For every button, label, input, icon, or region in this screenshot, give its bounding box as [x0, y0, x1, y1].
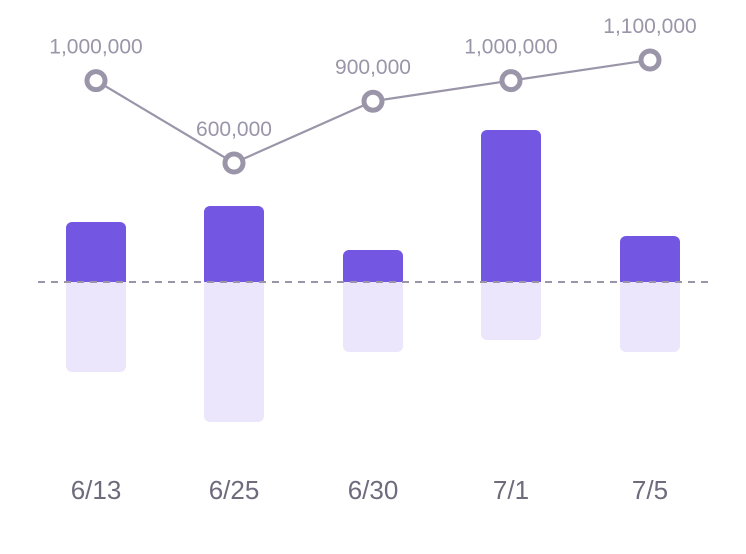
category-label-6/25: 6/25	[209, 475, 260, 505]
bar-negative-6/30	[343, 282, 403, 352]
line-value-label-7/5: 1,100,000	[603, 15, 696, 38]
bar-positive-base-6/25	[204, 274, 264, 282]
category-label-6/30: 6/30	[348, 475, 399, 505]
bar-positive-6/25	[204, 206, 264, 283]
bar-positive-base-7/1	[481, 274, 541, 282]
bar-negative-7/5	[620, 282, 680, 352]
bar-negative-base-6/13	[66, 282, 126, 290]
bar-negative-6/25	[204, 282, 264, 422]
line-point-6/30	[361, 89, 385, 113]
line-value-label-6/13: 1,000,000	[49, 36, 142, 59]
bar-negative-6/13	[66, 282, 126, 372]
line-layer	[84, 48, 662, 175]
line-point-6/13	[84, 69, 108, 93]
bars-layer	[66, 130, 680, 422]
line-point-7/1	[499, 69, 523, 93]
line-point-6/25	[222, 151, 246, 175]
category-label-7/1: 7/1	[493, 475, 529, 505]
bar-negative-base-6/30	[343, 282, 403, 290]
bar-negative-base-7/1	[481, 282, 541, 290]
bar-positive-6/13	[66, 222, 126, 283]
line-value-label-7/1: 1,000,000	[464, 36, 557, 59]
bar-positive-7/5	[620, 236, 680, 283]
value-labels-layer: 1,000,000 600,000 900,000 1,000,000 1,100,00…	[49, 15, 696, 141]
line-value-label-6/25: 600,000	[196, 118, 272, 141]
bar-positive-base-7/5	[620, 274, 680, 282]
bar-negative-base-7/5	[620, 282, 680, 290]
category-label-7/5: 7/5	[632, 475, 668, 505]
category-label-6/13: 6/13	[71, 475, 122, 505]
category-axis: 6/13 6/25 6/30 7/1 7/5	[71, 475, 668, 505]
bar-negative-base-6/25	[204, 282, 264, 290]
bar-negative-7/1	[481, 282, 541, 340]
line-point-7/5	[638, 48, 662, 72]
bar-positive-base-6/30	[343, 274, 403, 282]
bar-positive-base-6/13	[66, 274, 126, 282]
line-value-label-6/30: 900,000	[335, 56, 411, 79]
bar-positive-7/1	[481, 130, 541, 283]
